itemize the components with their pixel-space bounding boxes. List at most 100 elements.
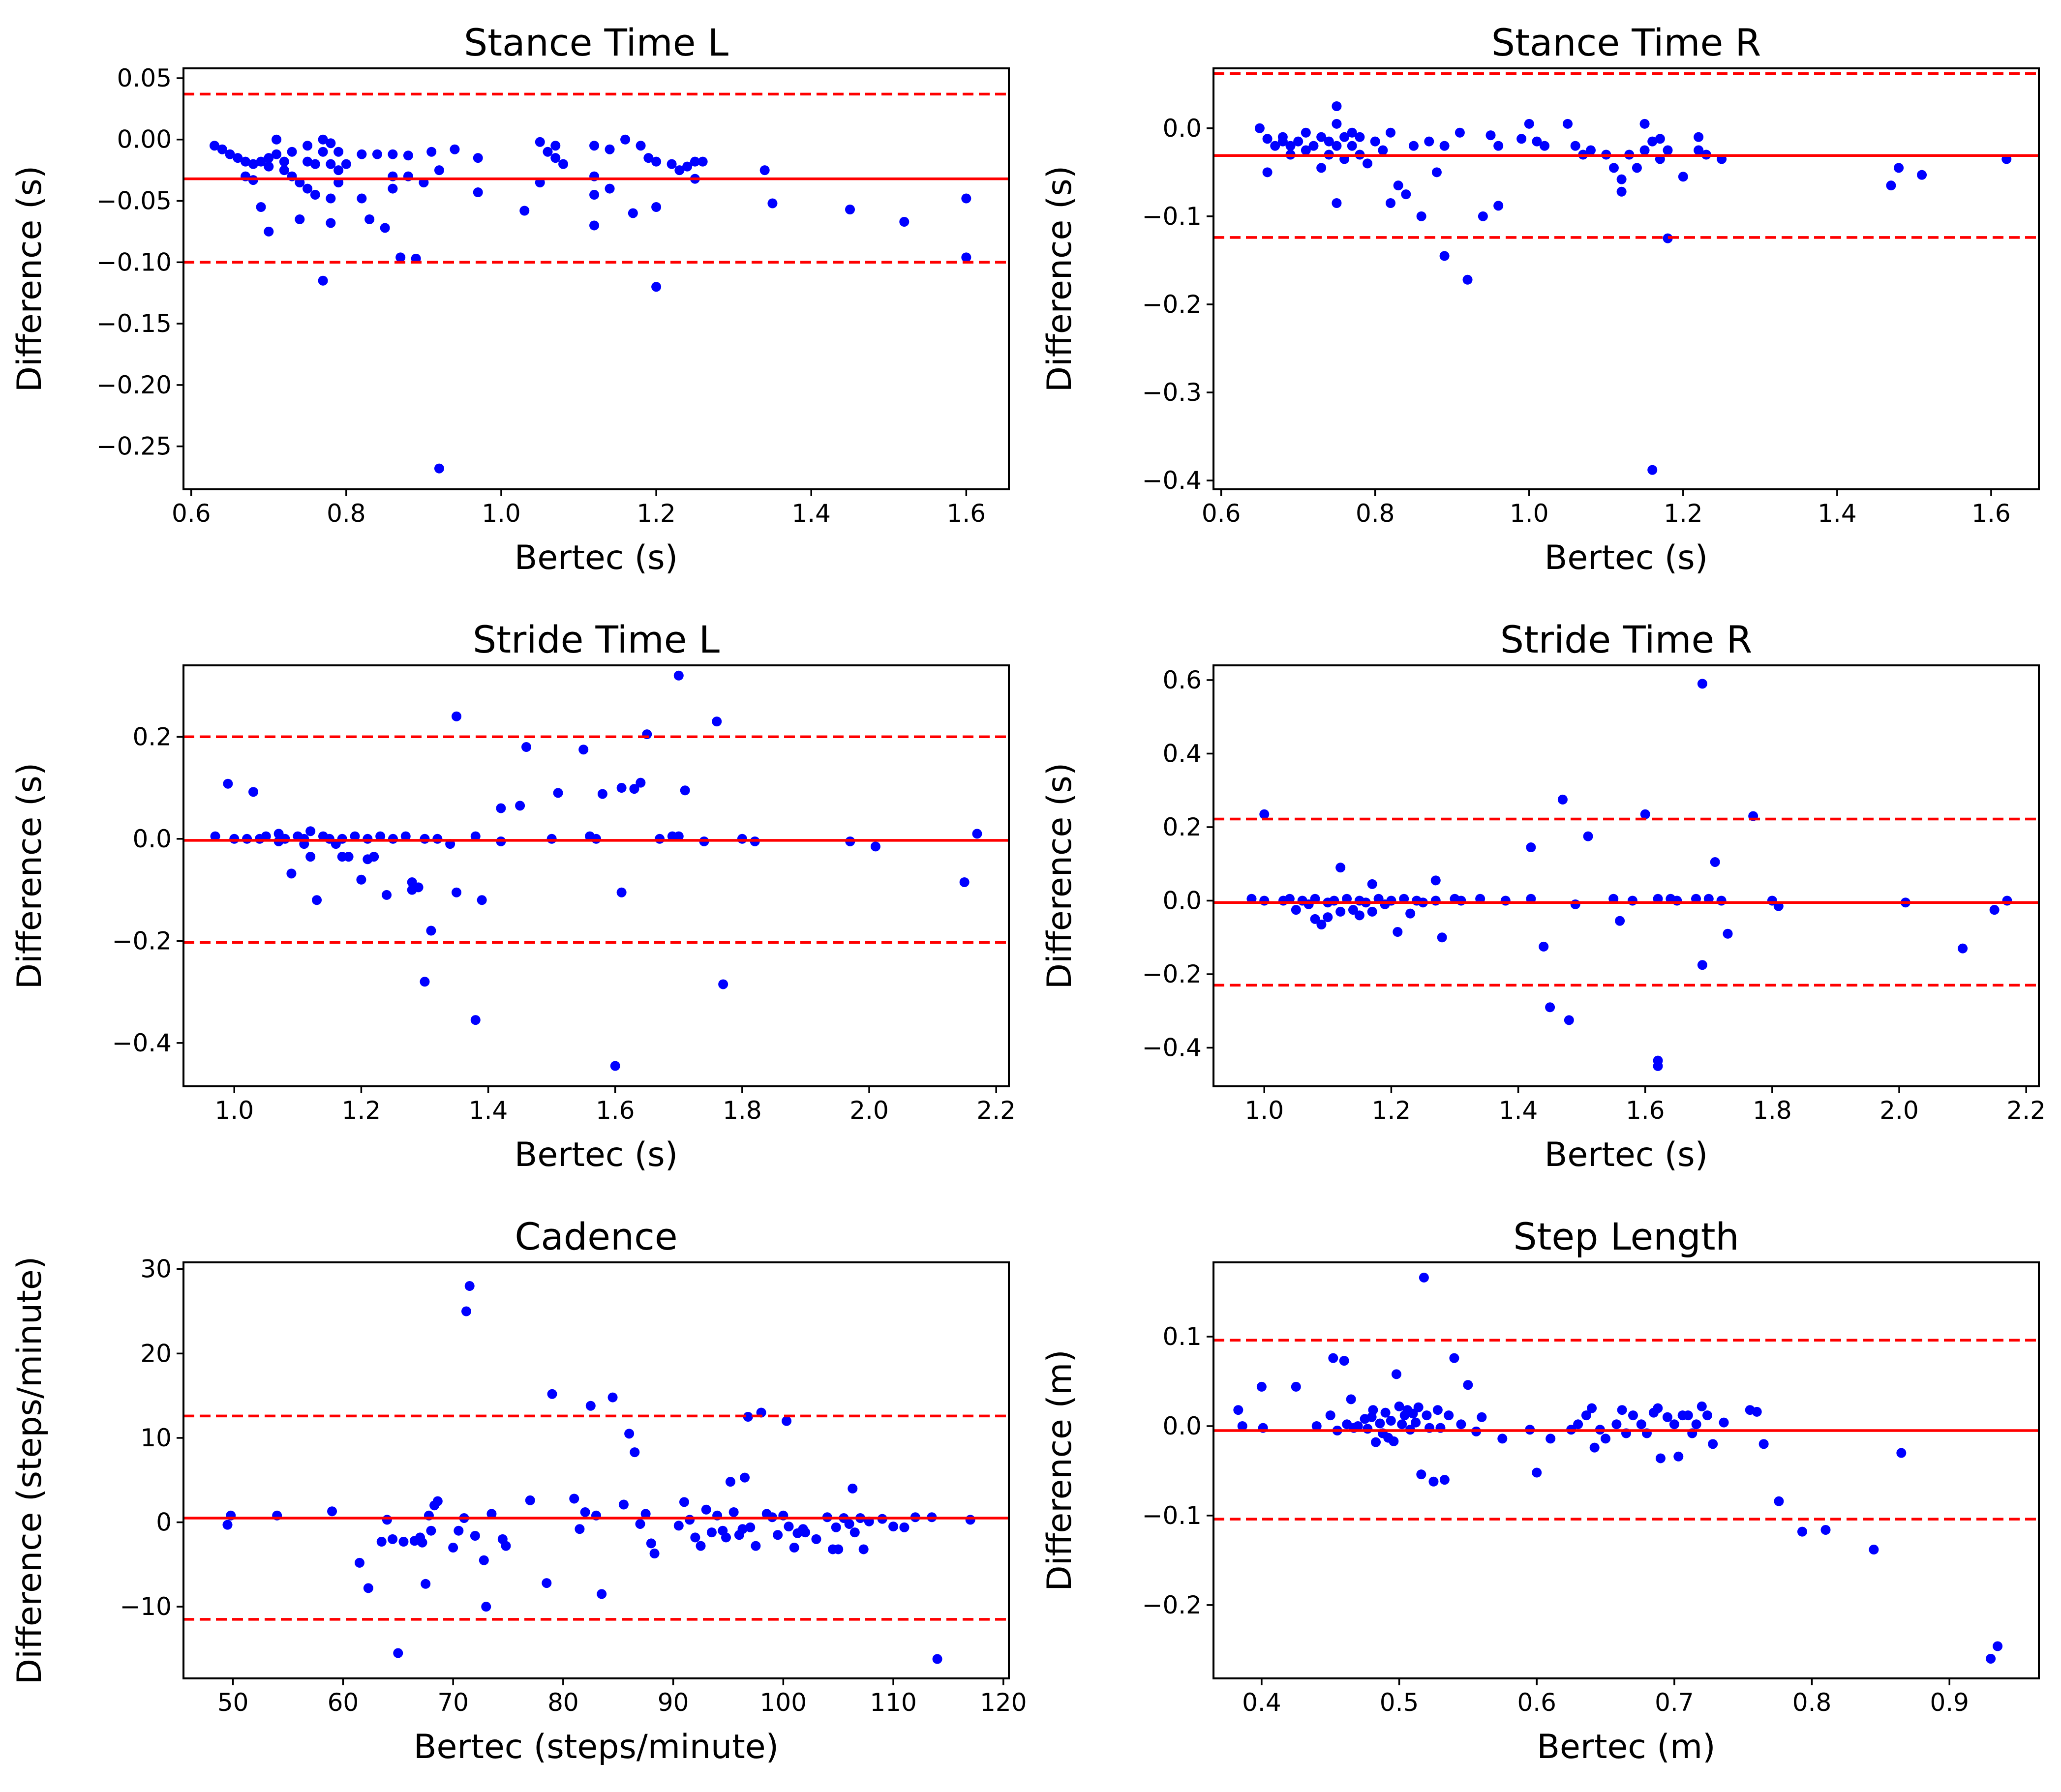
data-point [1616,174,1627,184]
data-point [388,183,398,194]
data-point [1367,879,1377,889]
data-point [629,784,639,794]
data-point [589,141,600,151]
data-point [1710,857,1720,867]
data-point [369,852,379,862]
data-point [1389,1436,1399,1446]
data-point [667,159,677,169]
data-point [610,1061,620,1071]
data-point [965,1515,975,1525]
data-point [899,1522,909,1532]
data-point [605,144,615,154]
x-tick-label: 0.8 [1792,1688,1832,1717]
data-point [1723,928,1733,939]
data-point [1917,170,1927,180]
data-point [1697,960,1707,970]
data-point [210,141,220,151]
data-point [616,783,627,793]
data-point [737,834,747,844]
data-point [1262,134,1273,144]
data-point [651,282,662,292]
x-tick-label: 50 [217,1688,249,1717]
data-point [354,1557,364,1568]
data-point [546,834,557,844]
data-point [1316,163,1327,173]
data-point [1411,1417,1421,1428]
data-point [833,1544,844,1554]
data-point [849,1527,860,1538]
data-point [1662,1412,1672,1422]
y-axis-label: Difference (s) [1040,166,1079,392]
data-point [696,1541,706,1551]
data-point [1653,1061,1663,1071]
data-point [2002,896,2012,906]
x-tick-label: 1.0 [1510,499,1549,528]
data-point [618,1499,629,1510]
data-point [1477,1412,1487,1422]
data-point [1456,1419,1466,1430]
data-point [1394,1401,1404,1411]
data-point [932,1654,942,1664]
data-point [1797,1526,1807,1537]
data-point [417,1537,427,1548]
data-point [223,778,233,789]
y-tick-label: 0.0 [1162,886,1202,915]
x-axis-label: Bertec (s) [1545,538,1708,577]
data-point [1632,163,1642,173]
data-point [333,165,344,176]
data-point [1894,163,1904,173]
data-point [310,190,320,200]
y-tick-label: −0.10 [96,248,172,276]
x-tick-label: 0.7 [1655,1688,1694,1717]
plot-frame [1212,664,2040,1087]
data-point [479,1555,489,1565]
data-point [1293,136,1303,147]
data-point [380,223,390,233]
data-point [1655,134,1665,144]
data-point [845,204,855,214]
data-point [1308,141,1319,151]
x-tick-label: 90 [658,1688,689,1717]
data-point [721,1532,731,1543]
y-tick-label: 20 [140,1339,172,1368]
data-point [1774,1496,1784,1506]
data-point [589,190,600,200]
data-point [1697,679,1707,689]
data-point [1758,1439,1769,1449]
data-point [1371,1437,1381,1447]
data-point [1532,136,1542,147]
data-point [543,147,553,157]
data-point [1557,794,1568,805]
data-point [547,1389,557,1399]
data-point [1291,1381,1301,1392]
y-axis-label: Difference (s) [10,166,49,392]
data-point [1540,141,1550,151]
data-point [870,841,880,852]
data-point [1347,127,1357,138]
x-tick-label: 1.6 [1626,1096,1665,1125]
data-point [473,187,483,198]
data-point [521,742,532,752]
x-tick-label: 1.4 [791,499,831,528]
data-point [1478,211,1488,221]
data-point [1563,119,1573,129]
data-point [605,183,615,194]
data-point [464,1281,475,1291]
data-point [712,717,722,727]
data-point [1335,863,1346,873]
data-point [1332,141,1342,151]
x-tick-label: 1.2 [636,499,676,528]
y-tick-label: 0.05 [117,64,172,92]
data-point [1683,1410,1693,1421]
data-point [680,785,690,796]
data-point [1697,1401,1707,1411]
data-point [789,1543,799,1553]
data-point [420,834,430,844]
chart-stride-time-l: 1.0 1.2 1.4 1.6 1.8 2.0 2.2 0.2 0.0 −0.2 −0.4 Strid… [10,618,1016,1174]
y-tick-label: 0.2 [1162,813,1202,841]
data-point [333,147,344,157]
data-point [1989,905,2000,915]
data-point [295,214,305,224]
data-point [264,161,274,172]
data-point [1277,136,1288,147]
